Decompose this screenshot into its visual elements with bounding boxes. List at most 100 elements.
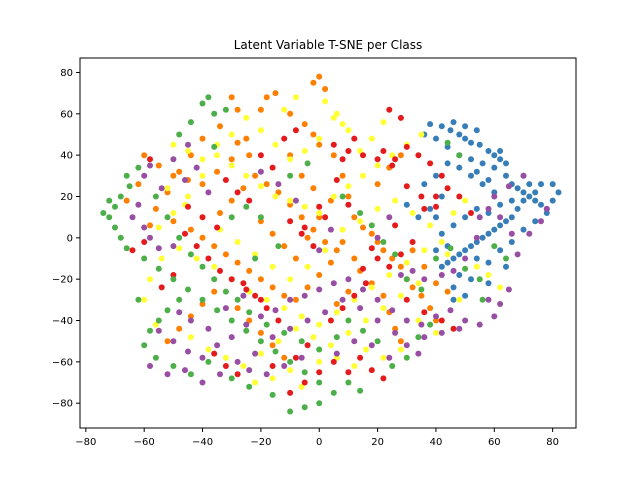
- scatter-point: [240, 363, 247, 369]
- scatter-point: [322, 214, 329, 221]
- scatter-point: [272, 90, 279, 97]
- scatter-point: [380, 148, 387, 154]
- scatter-point: [228, 334, 235, 341]
- scatter-point: [421, 247, 428, 254]
- scatter-point: [433, 203, 439, 210]
- scatter-point: [339, 121, 346, 128]
- scatter-point: [316, 73, 323, 80]
- scatter-point: [456, 296, 463, 303]
- scatter-point: [316, 203, 323, 210]
- scatter-point: [450, 255, 457, 262]
- scatter-point: [211, 243, 218, 250]
- scatter-point: [211, 350, 218, 357]
- scatter-point: [246, 309, 253, 316]
- scatter-point: [485, 296, 492, 303]
- scatter-point: [187, 334, 194, 341]
- x-tick-label: 20: [371, 437, 384, 448]
- scatter-point: [360, 327, 366, 334]
- scatter-point: [287, 389, 294, 396]
- scatter-point: [222, 305, 229, 312]
- scatter-point: [368, 222, 375, 229]
- scatter-point: [456, 193, 463, 200]
- scatter-point: [316, 272, 323, 278]
- scatter-point: [403, 276, 410, 283]
- plot-frame: [79, 57, 577, 429]
- scatter-point: [421, 181, 428, 188]
- scatter-point: [214, 168, 221, 175]
- scatter-point: [257, 296, 264, 303]
- scatter-point: [141, 296, 148, 303]
- scatter-point: [257, 350, 264, 357]
- scatter-point: [476, 141, 483, 148]
- scatter-point: [409, 210, 416, 216]
- scatter-point: [374, 234, 381, 241]
- scatter-point: [155, 162, 162, 169]
- scatter-point: [316, 379, 323, 386]
- scatter-point: [397, 346, 404, 353]
- scatter-point: [476, 276, 483, 283]
- scatter-point: [357, 218, 364, 225]
- scatter-point: [141, 172, 148, 179]
- scatter-point: [433, 247, 439, 254]
- scatter-point: [269, 164, 276, 171]
- scatter-point: [199, 100, 206, 107]
- scatter-point: [549, 197, 556, 204]
- scatter-point: [152, 354, 159, 361]
- y-tick-label: 20: [60, 192, 73, 203]
- scatter-point: [123, 172, 130, 179]
- scatter-point: [240, 292, 247, 299]
- scatter-point: [281, 292, 288, 299]
- scatter-point: [316, 135, 323, 142]
- scatter-point: [386, 272, 393, 278]
- y-tick-label: 0: [67, 233, 73, 244]
- scatter-point: [193, 255, 200, 262]
- scatter-point: [403, 183, 410, 190]
- scatter-point: [287, 201, 294, 208]
- scatter-point: [433, 313, 439, 320]
- scatter-point: [327, 259, 334, 266]
- scatter-point: [222, 106, 229, 113]
- scatter-point: [503, 172, 509, 179]
- scatter-point: [526, 230, 533, 237]
- scatter-point: [269, 284, 276, 291]
- scatter-point: [491, 226, 498, 233]
- scatter-point: [211, 143, 218, 150]
- scatter-point: [520, 189, 527, 196]
- scatter-point: [345, 329, 352, 336]
- scatter-point: [473, 239, 480, 245]
- scatter-point: [170, 243, 177, 250]
- scatter-point: [187, 152, 194, 159]
- scatter-point: [310, 334, 317, 341]
- scatter-point: [450, 119, 457, 126]
- scatter-point: [473, 127, 480, 134]
- scatter-point: [199, 156, 206, 163]
- scatter-point: [287, 325, 294, 332]
- scatter-point: [275, 338, 282, 345]
- scatter-point: [187, 317, 194, 324]
- scatter-point: [322, 247, 329, 254]
- scatter-point: [327, 226, 334, 233]
- scatter-point: [433, 172, 439, 179]
- scatter-point: [450, 284, 457, 291]
- scatter-point: [281, 305, 288, 312]
- scatter-point: [433, 280, 439, 287]
- scatter-point: [456, 131, 463, 138]
- scatter-point: [155, 224, 162, 231]
- scatter-point: [199, 354, 206, 361]
- scatter-point: [374, 181, 381, 188]
- scatter-point: [503, 218, 509, 225]
- scatter-point: [170, 276, 177, 283]
- scatter-point: [164, 214, 171, 221]
- scatter-point: [503, 255, 509, 262]
- scatter-point: [243, 203, 250, 210]
- scatter-point: [281, 354, 288, 361]
- scatter-point: [298, 214, 305, 221]
- scatter-point: [330, 114, 337, 121]
- scatter-point: [199, 379, 206, 386]
- scatter-point: [211, 110, 218, 117]
- scatter-point: [360, 152, 366, 159]
- scatter-point: [246, 197, 253, 204]
- scatter-point: [170, 363, 177, 369]
- scatter-point: [473, 205, 480, 212]
- scatter-point: [508, 214, 515, 221]
